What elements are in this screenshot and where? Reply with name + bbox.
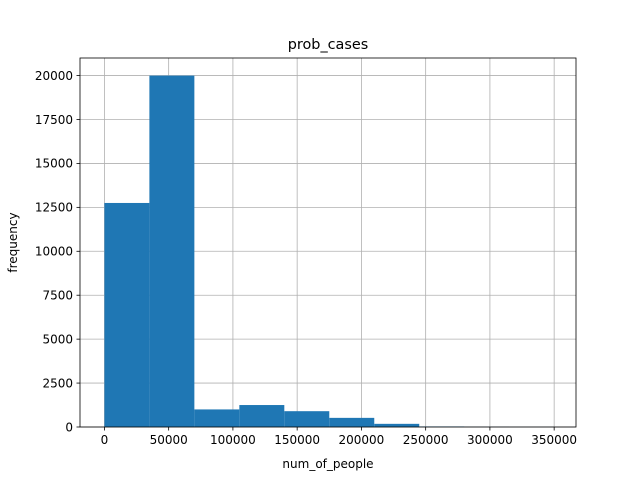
y-tick-label: 15000 bbox=[35, 157, 73, 171]
y-axis-label: frequency bbox=[6, 212, 20, 272]
x-tick-label: 300000 bbox=[467, 433, 513, 447]
x-tick-label: 150000 bbox=[274, 433, 320, 447]
axes-frame bbox=[79, 57, 577, 428]
x-tick-label: 0 bbox=[101, 433, 109, 447]
histogram-bar bbox=[149, 75, 195, 428]
histogram-bar bbox=[284, 411, 330, 427]
x-tick-label: 50000 bbox=[150, 433, 188, 447]
y-tick-label: 20000 bbox=[35, 69, 73, 83]
x-axis-label: num_of_people bbox=[282, 457, 373, 471]
y-tick-label: 7500 bbox=[42, 289, 73, 303]
histogram-bar bbox=[104, 202, 150, 427]
x-tick-label: 200000 bbox=[339, 433, 385, 447]
histogram-bar bbox=[374, 423, 420, 427]
x-tick-label: 350000 bbox=[531, 433, 577, 447]
x-tick-label: 250000 bbox=[403, 433, 449, 447]
chart-title: prob_cases bbox=[288, 37, 368, 53]
histogram-bar bbox=[329, 417, 375, 427]
bars-layer bbox=[104, 75, 555, 428]
ticks-layer: 0 50000 100000 150000 200000 250000 300000 3500… bbox=[35, 69, 577, 447]
y-tick-label: 5000 bbox=[42, 332, 73, 346]
y-tick-label: 0 bbox=[65, 420, 73, 434]
y-tick-label: 10000 bbox=[35, 245, 73, 259]
y-tick-label: 17500 bbox=[35, 113, 73, 127]
histogram-bar bbox=[194, 409, 240, 427]
histogram-bar bbox=[239, 405, 285, 427]
y-tick-label: 2500 bbox=[42, 376, 73, 390]
x-tick-label: 100000 bbox=[210, 433, 256, 447]
y-tick-label: 12500 bbox=[35, 201, 73, 215]
